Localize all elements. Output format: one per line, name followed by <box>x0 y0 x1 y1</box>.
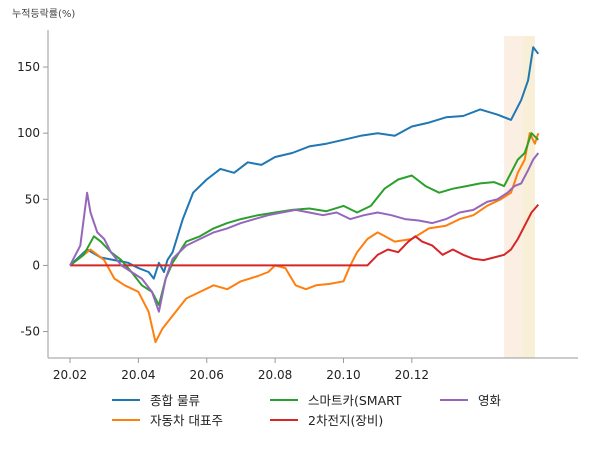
series-line-0 <box>69 46 540 280</box>
y-tick-label: 100 <box>17 126 40 140</box>
series-line-1 <box>69 132 540 344</box>
y-tick-label: 50 <box>25 192 40 206</box>
series-lines <box>69 46 540 344</box>
series-line-3 <box>70 203 540 267</box>
y-tick-label: -50 <box>20 325 40 339</box>
x-tick-label: 20.08 <box>258 368 292 382</box>
highlight-band-1 <box>522 36 535 358</box>
highlight-bands <box>504 36 535 358</box>
x-tick-label: 20.02 <box>53 368 87 382</box>
series-line-4 <box>69 152 540 313</box>
highlight-band-0 <box>504 36 523 358</box>
x-ticks: 20.02 20.04 20.06 20.08 20.10 20.12 <box>53 358 429 382</box>
x-tick-label: 20.10 <box>326 368 360 382</box>
y-unit-label: 누적등락률(%) <box>12 8 75 20</box>
x-tick-label: 20.04 <box>121 368 155 382</box>
legend-label: 영화 <box>478 393 502 408</box>
x-tick-label: 20.12 <box>395 368 429 382</box>
legend-label: 2차전지(장비) <box>308 413 383 428</box>
legend-label: 스마트카(SMART <box>308 393 402 408</box>
x-tick-label: 20.06 <box>190 368 224 382</box>
y-tick-label: 150 <box>17 60 40 74</box>
y-ticks: -50 0 50 100 150 <box>17 60 48 339</box>
series-line-2 <box>69 132 539 307</box>
legend-label: 자동차 대표주 <box>150 413 223 428</box>
legend-label: 종합 물류 <box>150 393 200 408</box>
y-tick-label: 0 <box>32 258 40 272</box>
